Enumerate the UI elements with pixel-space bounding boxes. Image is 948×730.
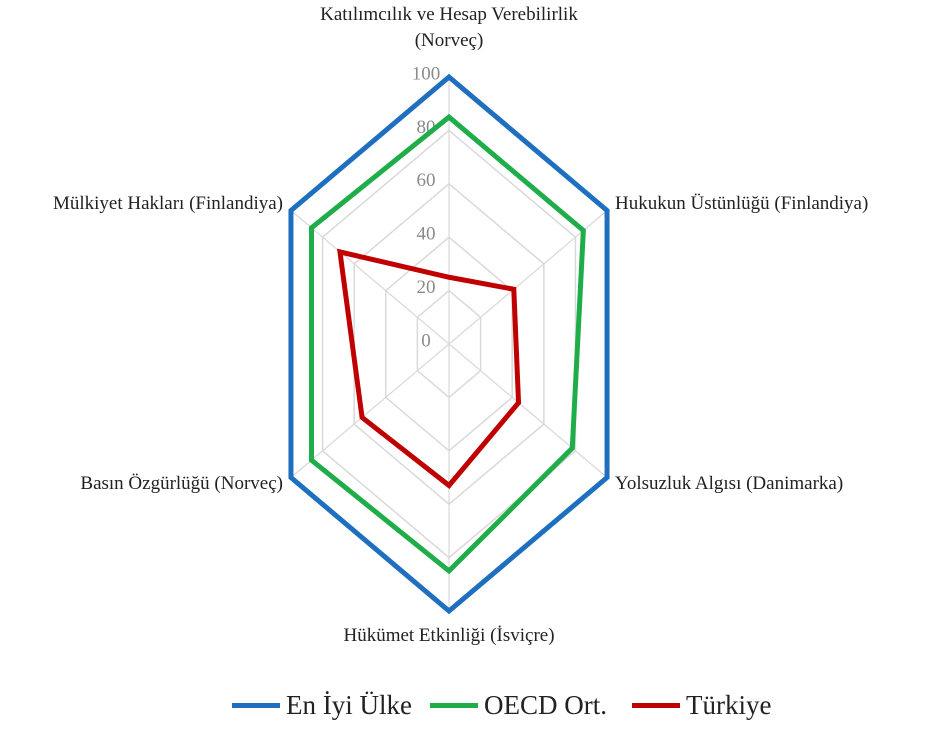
legend-swatch [632,703,680,708]
category-label: Yolsuzluk Algısı (Danimarka) [615,473,844,494]
legend-label: OECD Ort. [484,690,607,720]
category-label: Basın Özgürlüğü (Norveç) [80,473,283,494]
series-line [308,113,586,575]
category-label: Mülkiyet Hakları (Finlandiya) [52,193,283,214]
category-label: Hükümet Etkinliği (İsviçre) [343,625,555,646]
legend-label: Türkiye [686,690,772,720]
spoke [290,343,450,478]
legend-item: OECD Ort. [430,690,607,721]
legend-swatch [430,703,478,708]
legend-swatch [232,703,280,708]
legend-item: En İyi Ülke [232,690,412,721]
legend-label: En İyi Ülke [286,690,412,720]
category-label: Katılımcılık ve Hesap Verebilirlik (Norv… [320,4,578,51]
r-tick-label: 20 [417,277,436,298]
series-line [336,248,522,489]
r-tick-label: 0 [421,330,431,351]
r-tick-label: 40 [417,224,436,245]
category-label: Hukukun Üstünlüğü (Finlandiya) [615,193,869,214]
spoke [290,210,450,345]
r-tick-label: 100 [412,63,441,84]
spoke [448,210,608,345]
legend-item: Türkiye [632,690,771,721]
r-tick-label: 60 [417,170,436,191]
spoke [448,343,608,478]
series-line [288,73,610,615]
